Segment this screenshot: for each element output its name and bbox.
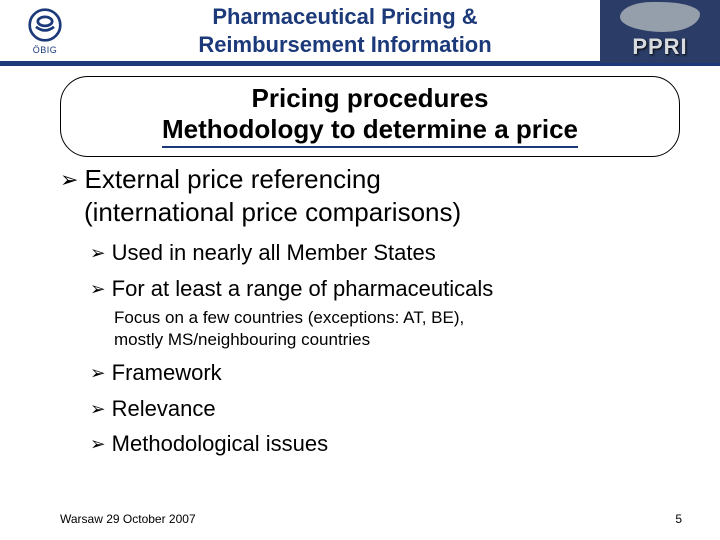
- page-number: 5: [675, 512, 682, 526]
- europe-map-icon: [620, 2, 700, 32]
- bullet-level2: Framework: [90, 358, 680, 388]
- ppri-logo: PPRI: [600, 0, 720, 63]
- bullet-note: Focus on a few countries (exceptions: AT…: [114, 307, 680, 350]
- note-line-1: Focus on a few countries (exceptions: AT…: [114, 308, 464, 327]
- pill-line-2: Methodology to determine a price: [162, 114, 578, 148]
- obig-label: ÖBIG: [33, 45, 58, 55]
- bullet-level2: Methodological issues: [90, 429, 680, 459]
- slide-footer: Warsaw 29 October 2007 5: [0, 512, 720, 526]
- note-line-2: mostly MS/neighbouring countries: [114, 330, 370, 349]
- topic-pill: Pricing procedures Methodology to determ…: [60, 76, 680, 157]
- slide-header: ÖBIG Pharmaceutical Pricing & Reimbursem…: [0, 0, 720, 64]
- title-line-2: Reimbursement Information: [198, 32, 491, 57]
- obig-icon: [27, 7, 63, 43]
- footer-left: Warsaw 29 October 2007: [60, 512, 196, 526]
- slide-body: Pricing procedures Methodology to determ…: [0, 64, 720, 473]
- pill-line-1: Pricing procedures: [91, 83, 649, 114]
- bullet-level1-cont: (international price comparisons): [60, 196, 680, 229]
- obig-logo: ÖBIG: [0, 0, 90, 63]
- title-line-1: Pharmaceutical Pricing &: [212, 4, 477, 29]
- bullet-level2: Used in nearly all Member States: [90, 238, 680, 268]
- header-title: Pharmaceutical Pricing & Reimbursement I…: [90, 0, 600, 62]
- bullet-level2: Relevance: [90, 394, 680, 424]
- bullet-level2: For at least a range of pharmaceuticals: [90, 274, 680, 304]
- ppri-label: PPRI: [632, 34, 687, 60]
- bullet-level1: External price referencing: [60, 163, 680, 196]
